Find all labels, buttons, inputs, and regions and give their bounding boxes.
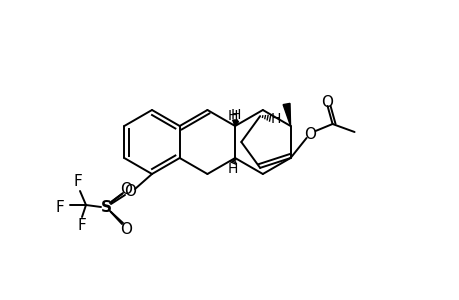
Text: O: O xyxy=(321,94,333,110)
Text: F: F xyxy=(73,175,82,190)
Text: F: F xyxy=(78,218,86,233)
Text: O: O xyxy=(304,127,316,142)
Polygon shape xyxy=(233,121,238,126)
Polygon shape xyxy=(232,120,237,126)
Text: H: H xyxy=(270,112,281,126)
Text: O: O xyxy=(120,182,132,197)
Text: S: S xyxy=(100,200,111,214)
Text: O: O xyxy=(124,184,136,200)
Polygon shape xyxy=(282,103,290,126)
Text: H: H xyxy=(228,162,238,176)
Text: H: H xyxy=(230,108,241,122)
Text: O: O xyxy=(120,223,132,238)
Text: F: F xyxy=(56,200,64,214)
Text: H: H xyxy=(228,109,238,123)
